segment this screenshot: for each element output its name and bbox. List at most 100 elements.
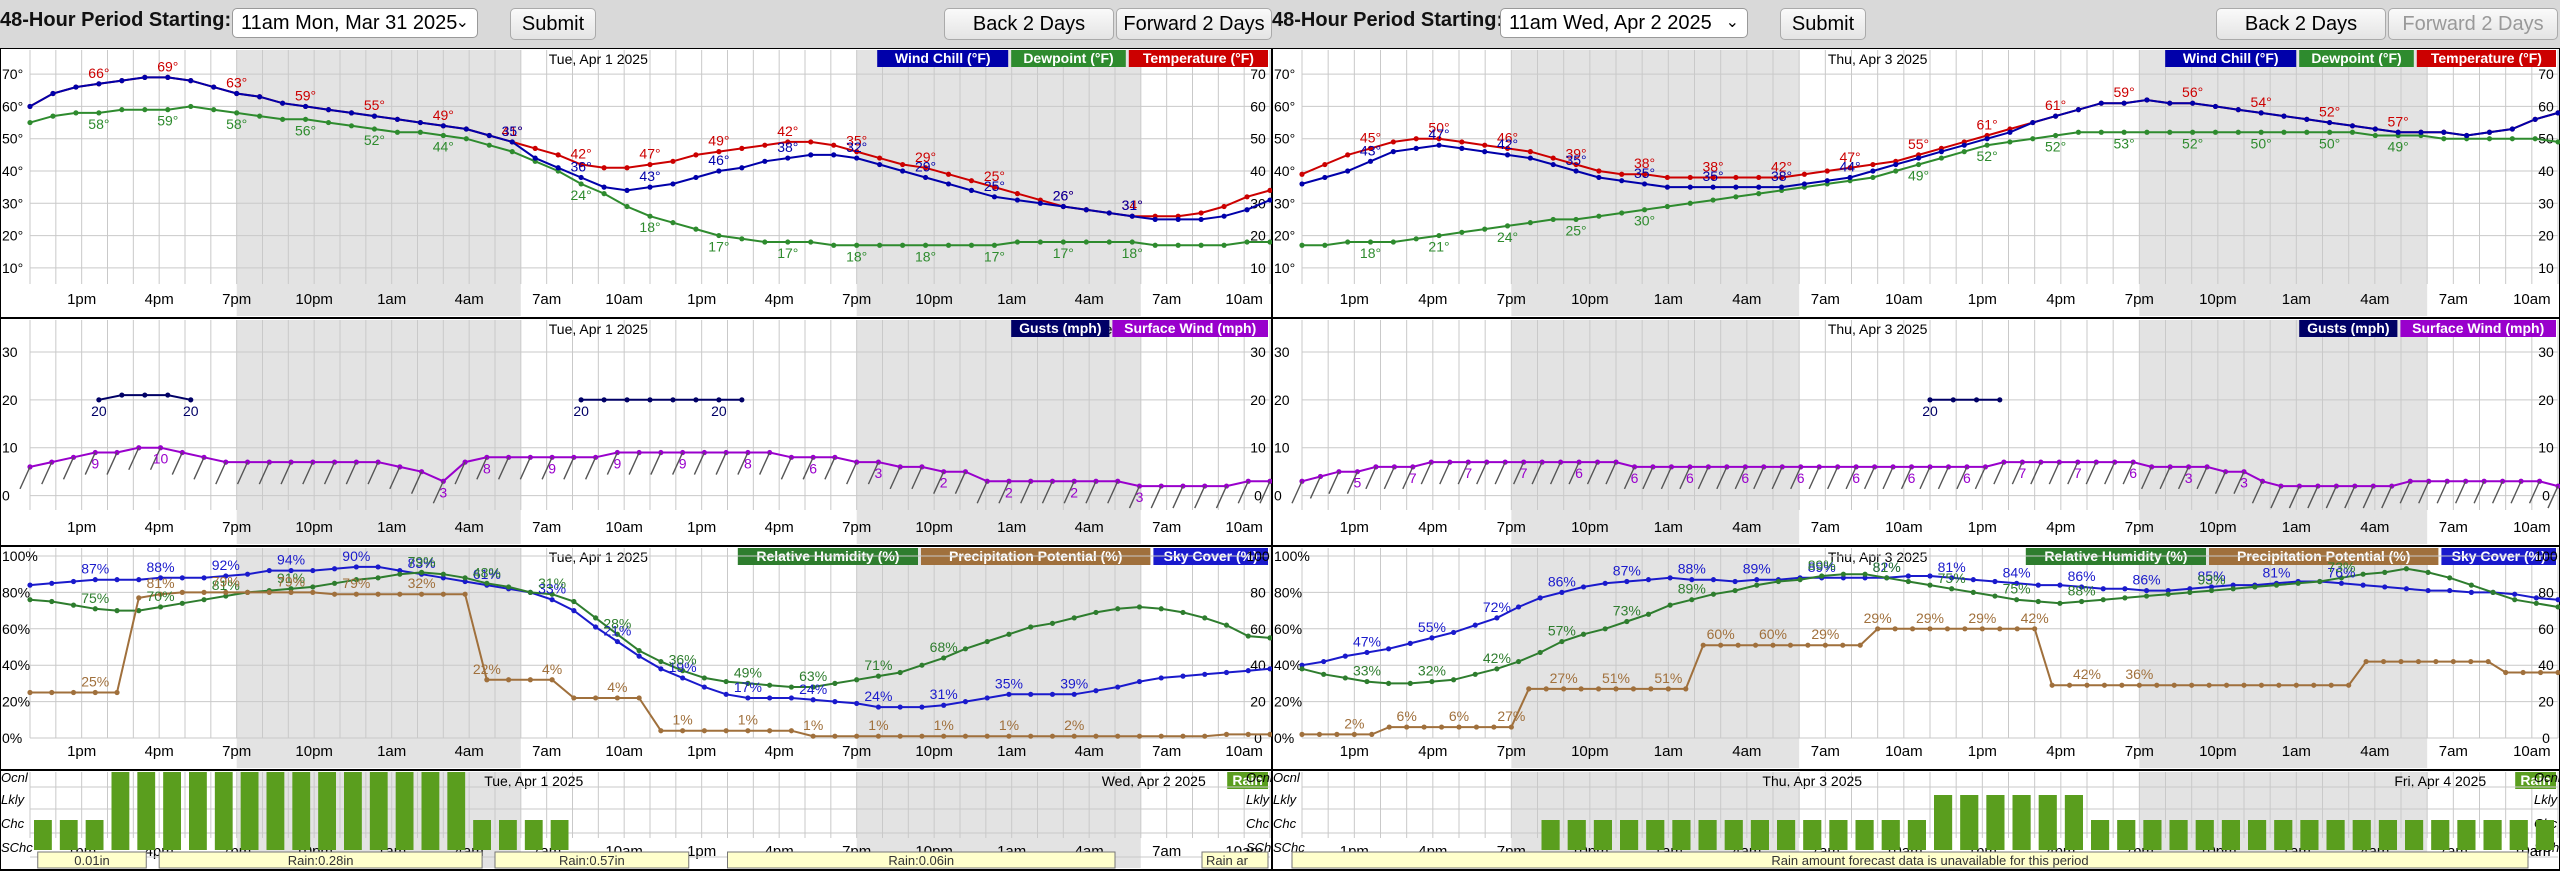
- data-point: [2206, 682, 2212, 688]
- data-point: [1824, 168, 1830, 174]
- y-tick-label: 10: [2538, 260, 2554, 276]
- data-point: [1733, 184, 1739, 190]
- data-label: 50°: [2251, 135, 2272, 151]
- data-label: 22%: [473, 661, 501, 677]
- data-point: [1321, 671, 1327, 677]
- wind-barb: [671, 452, 684, 475]
- data-point: [767, 449, 773, 456]
- x-tick-label: 4pm: [145, 519, 174, 536]
- data-point: [1115, 684, 1121, 690]
- data-point: [353, 577, 359, 583]
- back-2-days-button[interactable]: Back 2 Days: [2216, 8, 2386, 40]
- data-point: [2100, 586, 2106, 592]
- data-label: 88%: [2068, 583, 2096, 599]
- data-label: 36%: [2125, 666, 2153, 682]
- x-tick-label: 1am: [997, 291, 1026, 308]
- data-label: 35°: [502, 123, 523, 139]
- data-label: 82%: [1873, 559, 1901, 575]
- wind-barb: [1568, 461, 1580, 485]
- data-point: [70, 602, 77, 608]
- data-label: 88%: [147, 559, 175, 575]
- submit-button[interactable]: Submit: [510, 8, 596, 40]
- back-2-days-button[interactable]: Back 2 Days: [944, 8, 1114, 40]
- period-select[interactable]: 11am Wed, Apr 2 2025 ⌄: [1500, 8, 1748, 38]
- data-point: [555, 152, 561, 158]
- data-point: [1180, 733, 1186, 739]
- wind-barb: [1753, 466, 1765, 490]
- data-point: [693, 226, 699, 232]
- data-point: [486, 132, 492, 139]
- data-point: [2014, 626, 2020, 632]
- data-label: 25%: [81, 674, 109, 690]
- wind-barb: [563, 457, 575, 480]
- data-point: [593, 695, 599, 701]
- data-label: 1%: [673, 712, 693, 728]
- data-label: 6: [1797, 470, 1805, 486]
- wind-barb: [302, 461, 314, 485]
- y-tick-label: 10: [2538, 440, 2554, 456]
- wind-barb: [215, 461, 227, 485]
- data-point: [810, 697, 816, 703]
- forward-2-days-button[interactable]: Forward 2 Days: [1116, 8, 1272, 40]
- data-point: [165, 107, 171, 113]
- data-point: [636, 653, 642, 659]
- wind-barb: [2122, 461, 2134, 485]
- data-point: [1801, 171, 1807, 177]
- y-tick-label: 80%: [1274, 584, 1302, 600]
- data-label: 56°: [295, 122, 316, 138]
- data-point: [1129, 213, 1135, 219]
- data-point: [941, 733, 947, 739]
- x-tick-label: 10am: [1225, 743, 1263, 760]
- data-label: 91%: [277, 570, 305, 586]
- y-tick-label: 0: [1254, 488, 1262, 504]
- rain-bar: [85, 820, 104, 850]
- x-tick-label: 10am: [2513, 519, 2551, 536]
- data-point: [832, 454, 838, 460]
- data-label: 57°: [2388, 113, 2409, 129]
- data-point: [984, 695, 990, 701]
- data-point: [1071, 691, 1077, 697]
- submit-button[interactable]: Submit: [1780, 8, 1866, 40]
- data-label: 6: [1852, 470, 1860, 486]
- data-point: [505, 677, 512, 683]
- data-point: [2447, 587, 2453, 594]
- data-point: [1316, 731, 1323, 737]
- legend-label: Wind Chill (°F): [895, 50, 991, 66]
- data-point: [2293, 682, 2299, 688]
- data-point: [1819, 573, 1825, 579]
- data-point: [745, 695, 751, 701]
- night-band: [1511, 50, 1800, 316]
- data-point: [462, 575, 468, 581]
- period-select[interactable]: 11am Mon, Mar 31 2025 ⌄: [232, 8, 478, 38]
- data-point: [1267, 239, 1272, 245]
- data-point: [348, 123, 355, 129]
- rain-bar: [2405, 820, 2424, 850]
- rain-bar: [1855, 820, 1874, 850]
- rain-amount-box: [158, 851, 483, 869]
- data-point: [157, 604, 164, 610]
- data-point: [288, 589, 294, 596]
- data-point: [2403, 566, 2410, 572]
- rain-bar: [2221, 820, 2240, 850]
- data-label: 1%: [999, 717, 1019, 733]
- y-tick-label: 80: [1250, 584, 1266, 600]
- data-point: [549, 591, 555, 597]
- data-point: [614, 631, 620, 637]
- data-label: 21°: [1428, 239, 1449, 255]
- data-point: [788, 454, 795, 460]
- data-point: [1386, 724, 1392, 730]
- y-tick-label: 20: [1250, 392, 1266, 408]
- rain-bar: [111, 772, 130, 850]
- wind-barb: [1716, 466, 1728, 490]
- graph-temperature: 1pm 4pm 7pm 10pm 1am 4am 7am 10am 1pm 4pm 7pm 10pm 1…: [1272, 48, 2560, 319]
- data-point: [788, 728, 795, 734]
- data-point: [1840, 571, 1846, 577]
- data-point: [693, 152, 699, 158]
- data-point: [1970, 589, 1976, 596]
- data-point: [1816, 464, 1822, 470]
- data-point: [854, 242, 860, 248]
- rain-bar: [473, 820, 491, 850]
- x-tick-label: 1pm: [67, 291, 96, 308]
- data-point: [1732, 587, 1738, 594]
- forward-2-days-button[interactable]: Forward 2 Days: [2388, 8, 2558, 40]
